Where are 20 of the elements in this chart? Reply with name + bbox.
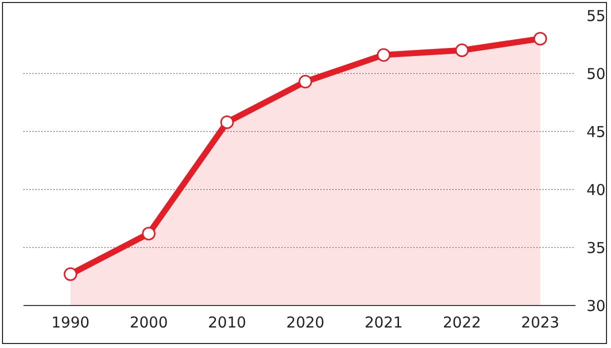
point — [455, 44, 469, 58]
y-tick-label: 55 — [586, 7, 606, 25]
y-tick-label: 40 — [586, 181, 606, 199]
y-tick-label: 30 — [586, 297, 606, 315]
x-tick-label: 2021 — [364, 314, 403, 332]
x-tick-label: 2020 — [286, 314, 324, 332]
point — [298, 74, 312, 88]
x-tick-label: 1990 — [51, 314, 90, 332]
y-tick-label: 35 — [586, 239, 606, 257]
y-tick-label: 45 — [586, 123, 606, 141]
x-tick-label: 2000 — [130, 314, 168, 332]
point — [376, 48, 390, 62]
point — [534, 32, 548, 46]
x-tick-label: 2010 — [208, 314, 246, 332]
point — [64, 267, 78, 281]
point — [142, 226, 156, 240]
x-tick-label: 2023 — [521, 314, 560, 332]
y-tick-label: 50 — [586, 65, 606, 83]
x-tick-label: 2022 — [442, 314, 482, 332]
point — [220, 115, 234, 129]
